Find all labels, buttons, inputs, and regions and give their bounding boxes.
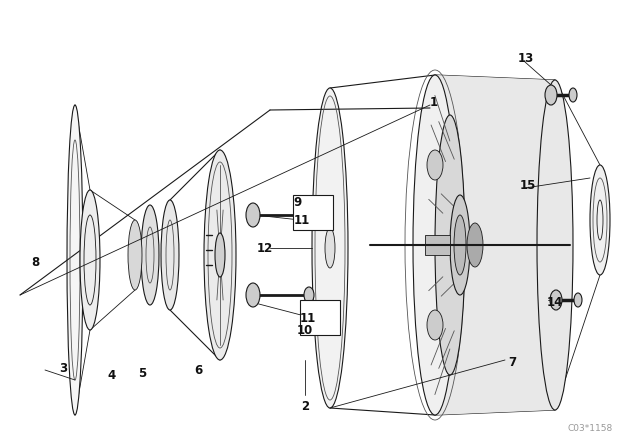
Ellipse shape [215,233,225,277]
Ellipse shape [450,195,470,295]
Bar [425,235,450,255]
Text: 5: 5 [138,366,146,379]
Ellipse shape [80,190,100,330]
Bar [293,195,333,230]
Text: 12: 12 [257,241,273,254]
Ellipse shape [128,220,142,290]
Ellipse shape [141,205,159,305]
Bar [300,300,340,335]
Text: 15: 15 [520,178,536,191]
Ellipse shape [246,283,260,307]
Ellipse shape [204,150,236,360]
Text: 6: 6 [194,363,202,376]
Ellipse shape [454,215,466,275]
Text: 4: 4 [108,369,116,382]
Ellipse shape [545,85,557,105]
Ellipse shape [590,165,610,275]
Text: 7: 7 [508,356,516,369]
Ellipse shape [569,88,577,102]
Text: 9: 9 [293,195,301,208]
Text: 2: 2 [301,400,309,413]
Text: 14: 14 [547,296,563,309]
Text: 11: 11 [300,311,316,324]
Ellipse shape [246,203,260,227]
Ellipse shape [325,228,335,268]
Ellipse shape [435,115,465,375]
Ellipse shape [537,80,573,410]
Ellipse shape [304,287,314,303]
Text: 1: 1 [430,95,438,108]
Ellipse shape [67,105,83,415]
Ellipse shape [467,223,483,267]
Text: 8: 8 [31,255,39,268]
Ellipse shape [574,293,582,307]
Ellipse shape [299,207,309,223]
Ellipse shape [427,150,443,180]
Ellipse shape [312,88,348,408]
Text: 10: 10 [297,323,313,336]
Text: C03*1158: C03*1158 [568,423,612,432]
Polygon shape [435,75,555,415]
Text: 3: 3 [59,362,67,375]
Ellipse shape [413,75,457,415]
Ellipse shape [550,290,562,310]
Text: 13: 13 [518,52,534,65]
Ellipse shape [427,310,443,340]
Text: 11: 11 [294,214,310,227]
Ellipse shape [161,200,179,310]
